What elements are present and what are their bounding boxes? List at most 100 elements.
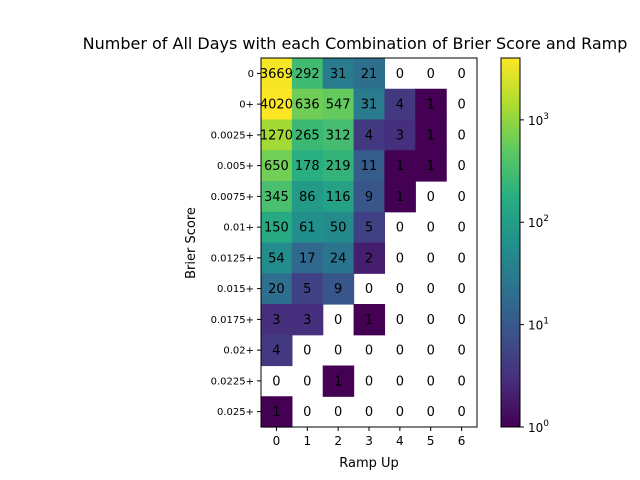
cell-value-label: 0 [427,374,435,389]
cell-value-label: 0 [457,313,465,328]
heatmap-cell [261,181,293,213]
cell-value-label: 4 [396,98,404,113]
heatmap-cell [322,273,355,305]
cell-value-label: 219 [326,159,351,174]
cell-value-label: 0 [396,313,404,328]
cell-value-label: 345 [264,190,289,205]
y-tick-label: 0.01+ [223,223,254,234]
y-tick-label: 0.0125+ [211,253,254,264]
cell-value-label: 0 [427,190,435,205]
cell-value-label: 1 [334,374,342,389]
cell-value-label: 0 [427,221,435,236]
cell-value-label: 0 [396,251,404,266]
cell-value-label: 0 [457,67,465,82]
cell-value-label: 0 [427,251,435,266]
heatmap-cell [384,88,416,121]
y-tick-label: 0.0025+ [211,130,254,141]
heatmap-cell [261,150,293,182]
cell-value-label: 0 [396,405,404,420]
cell-value-label: 0 [396,282,404,297]
cell-value-label: 116 [326,190,351,205]
y-tick-label: 0.02+ [223,346,254,357]
cell-value-label: 0 [396,67,404,82]
y-tick-label: 0.0175+ [211,315,254,326]
cell-value-label: 54 [268,251,285,266]
cell-value-label: 9 [334,282,342,297]
heatmap-cell [353,119,386,151]
cell-value-label: 5 [303,282,311,297]
heatmap-cells [261,58,447,428]
heatmap-cell [322,150,355,182]
y-axis-ticks: 0 0+ 0.0025+ 0.005+ 0.0075+ 0.01+ 0.0125+ 0.015… [211,69,261,418]
cell-value-label: 0 [457,128,465,143]
heatmap-cell [291,181,324,213]
cell-value-label: 24 [330,251,347,266]
heatmap-cell [291,88,324,121]
cell-value-label: 0 [457,282,465,297]
heatmap-cell [322,211,355,244]
heatmap-cell [415,88,447,121]
cell-value-label: 1 [427,98,435,113]
x-tick-label: 2 [334,434,342,448]
heatmap-cell [353,150,386,182]
heatmap-cell [261,334,293,367]
cell-value-label: 0 [427,282,435,297]
colorbar [500,57,521,428]
heatmap-cell [322,88,355,121]
cell-value-label: 31 [330,67,347,82]
cell-value-label: 0 [334,313,342,328]
cell-value-label: 0 [457,374,465,389]
heatmap-cell [261,396,293,428]
cell-value-label: 0 [457,159,465,174]
colorbar-ticks: 100 101 102 103 [520,112,549,435]
colorbar-tick-label: 100 [528,419,549,435]
cell-value-label: 0 [303,405,311,420]
x-tick-label: 3 [365,434,373,448]
cell-value-label: 1 [427,159,435,174]
heatmap-cell [353,58,386,90]
x-tick-label: 1 [303,434,311,448]
heatmap-cell [261,273,293,305]
cell-value-label: 292 [295,67,320,82]
cell-value-label: 0 [272,374,280,389]
cell-value-label: 11 [361,159,378,174]
heatmap-cell [261,242,293,274]
cell-value-label: 0 [365,374,373,389]
x-tick-label: 4 [396,434,404,448]
cell-value-label: 0 [396,221,404,236]
cell-value-label: 5 [365,221,373,236]
heatmap-cell [291,211,324,244]
y-tick-label: 0 [248,69,254,80]
heatmap-cell [291,58,324,90]
cell-value-label: 0 [457,190,465,205]
cell-value-label: 4 [272,344,280,359]
heatmap-cell [291,273,324,305]
cell-value-label: 2 [365,251,373,266]
cell-value-label: 1 [365,313,373,328]
cell-value-label: 0 [365,405,373,420]
cell-value-label: 0 [334,405,342,420]
cell-value-label: 3 [303,313,311,328]
cell-value-label: 20 [268,282,285,297]
heatmap-cell [291,150,324,182]
heatmap-cell [291,119,324,151]
heatmap-cell [261,58,293,90]
heatmap-cell [291,304,324,336]
cell-value-label: 0 [457,344,465,359]
cell-value-label: 150 [264,221,289,236]
cell-value-label: 1 [396,159,404,174]
colorbar-tick-label: 101 [528,317,549,333]
heatmap-cell [261,304,293,336]
cell-value-label: 0 [427,344,435,359]
cell-value-label: 3 [396,128,404,143]
cell-value-label: 0 [457,405,465,420]
cell-value-label: 0 [334,344,342,359]
heatmap-cell [322,58,355,90]
x-axis-label: Ramp Up [339,456,399,471]
heatmap-cell [322,242,355,274]
cell-value-label: 312 [326,128,351,143]
cell-value-label: 0 [427,405,435,420]
cell-value-label: 4 [365,128,373,143]
cell-value-label: 3669 [260,67,293,82]
